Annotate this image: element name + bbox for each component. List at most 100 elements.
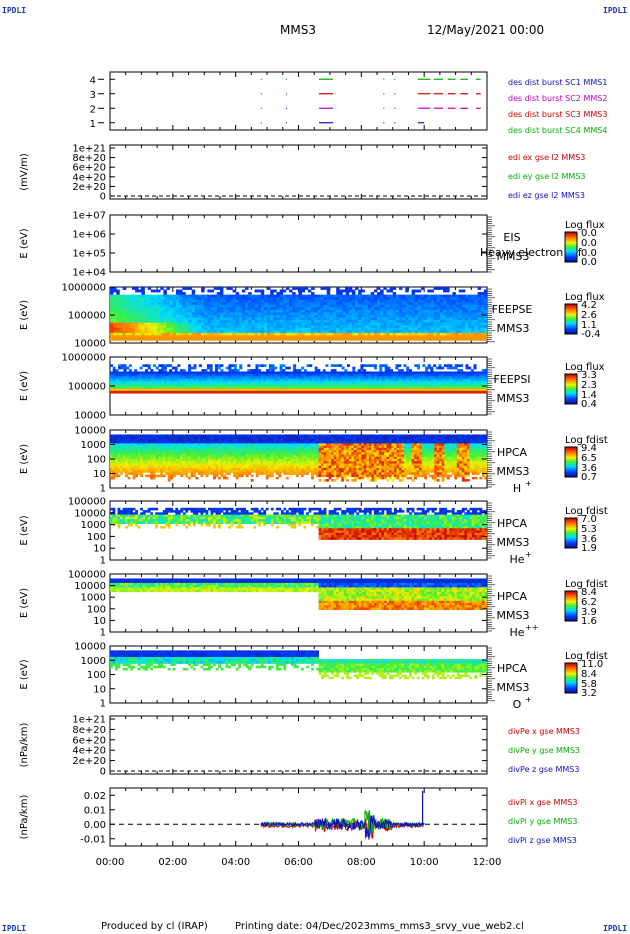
- heatmap-cell: [455, 315, 460, 318]
- heatmap-cell: [162, 443, 166, 446]
- heatmap-cell: [289, 332, 293, 336]
- heatmap-cell: [235, 309, 240, 313]
- heatmap-cell: [462, 371, 466, 375]
- heatmap-cell: [110, 302, 114, 306]
- heatmap-cell: [207, 337, 211, 341]
- heatmap-cell: [201, 371, 205, 375]
- heatmap-cell: [367, 299, 372, 303]
- heatmap-cell: [367, 320, 372, 323]
- heatmap-cell: [113, 332, 117, 336]
- heatmap-cell: [210, 330, 214, 334]
- heatmap-cell: [157, 467, 161, 471]
- colorbar-cell: [565, 250, 577, 252]
- heatmap-cell: [276, 317, 280, 321]
- heatmap-cell: [197, 302, 202, 306]
- heatmap-cell: [177, 465, 181, 469]
- heatmap-cell: [276, 312, 280, 316]
- heatmap-cell: [225, 383, 229, 387]
- heatmap-cell: [376, 371, 380, 375]
- heatmap-cell: [399, 299, 403, 303]
- heatmap-cell: [323, 337, 328, 341]
- heatmap-cell: [326, 337, 331, 341]
- heatmap-cell: [336, 383, 340, 387]
- heatmap-cell: [110, 474, 113, 478]
- heatmap-cell: [150, 315, 155, 318]
- heatmap-cell: [170, 436, 174, 440]
- heatmap-cell: [298, 335, 302, 339]
- heatmap-cell: [452, 307, 456, 311]
- heatmap-cell: [113, 287, 117, 290]
- heatmap-cell: [379, 364, 383, 367]
- heatmap-cell: [137, 452, 141, 455]
- heatmap-cell: [163, 292, 167, 295]
- heatmap-cell: [325, 371, 329, 375]
- heatmap-cell: [443, 332, 447, 336]
- heatmap-cell: [250, 369, 254, 372]
- heatmap-cell: [346, 364, 350, 367]
- heatmap-cell: [361, 307, 365, 311]
- heatmap-cell: [120, 456, 123, 460]
- heatmap-cell: [210, 327, 214, 331]
- heatmap-cell: [408, 325, 412, 329]
- heatmap-cell: [142, 443, 146, 446]
- heatmap-cell: [155, 388, 159, 392]
- heatmap-cell: [145, 386, 148, 389]
- heatmap-cell: [433, 337, 438, 341]
- heatmap-cell: [355, 335, 359, 339]
- heatmap-cell: [441, 390, 445, 394]
- heatmap-cell: [477, 317, 482, 321]
- heatmap-cell: [458, 335, 463, 339]
- heatmap-cell: [201, 376, 205, 380]
- heatmap-cell: [115, 436, 118, 440]
- heatmap-cell: [289, 289, 293, 293]
- colorbar-cell: [565, 319, 577, 321]
- heatmap-cell: [157, 470, 161, 473]
- heatmap-cell: [185, 312, 189, 316]
- heatmap-cell: [110, 454, 113, 458]
- heatmap-cell: [380, 312, 384, 316]
- heatmap-cell: [386, 299, 390, 303]
- heatmap-cell: [345, 325, 350, 329]
- heatmap-cell: [161, 386, 165, 389]
- heatmap-cell: [153, 297, 158, 301]
- heatmap-cell: [142, 376, 146, 380]
- heatmap-cell: [180, 386, 184, 389]
- heatmap-cell: [260, 299, 265, 303]
- heatmap-cell: [267, 337, 271, 341]
- heatmap-cell: [293, 371, 297, 375]
- heatmap-cell: [274, 373, 278, 377]
- heatmap-cell: [239, 383, 243, 387]
- heatmap-cell: [163, 332, 167, 336]
- heatmap-cell: [132, 447, 136, 451]
- heatmap-cell: [147, 317, 152, 321]
- heatmap-cell: [257, 312, 262, 316]
- heatmap-cell: [304, 325, 309, 329]
- heatmap-cell: [182, 287, 186, 290]
- heatmap-cell: [122, 443, 126, 446]
- heatmap-cell: [465, 376, 469, 380]
- heatmap-cell: [172, 330, 177, 334]
- heatmap-cell: [226, 309, 230, 313]
- heatmap-cell: [455, 299, 460, 303]
- heatmap-cell: [376, 386, 380, 389]
- heatmap-cell: [119, 325, 123, 329]
- heatmap-cell: [406, 390, 410, 394]
- heatmap-cell: [289, 317, 293, 321]
- heatmap-cell: [380, 302, 384, 306]
- heatmap-cell: [446, 386, 450, 389]
- heatmap-cell: [483, 332, 488, 336]
- heatmap-cell: [403, 390, 407, 394]
- heatmap-cell: [336, 371, 340, 375]
- burst-dot: [394, 122, 396, 124]
- heatmap-cell: [257, 304, 262, 308]
- heatmap-cell: [355, 337, 359, 341]
- heatmap-cell: [236, 371, 240, 375]
- heatmap-cell: [161, 371, 165, 375]
- heatmap-cell: [177, 461, 181, 464]
- heatmap-cell: [122, 297, 127, 301]
- heatmap-cell: [162, 445, 166, 449]
- heatmap-cell: [139, 371, 143, 375]
- heatmap-cell: [185, 317, 189, 321]
- heatmap-cell: [241, 312, 246, 316]
- heatmap-cell: [210, 289, 214, 293]
